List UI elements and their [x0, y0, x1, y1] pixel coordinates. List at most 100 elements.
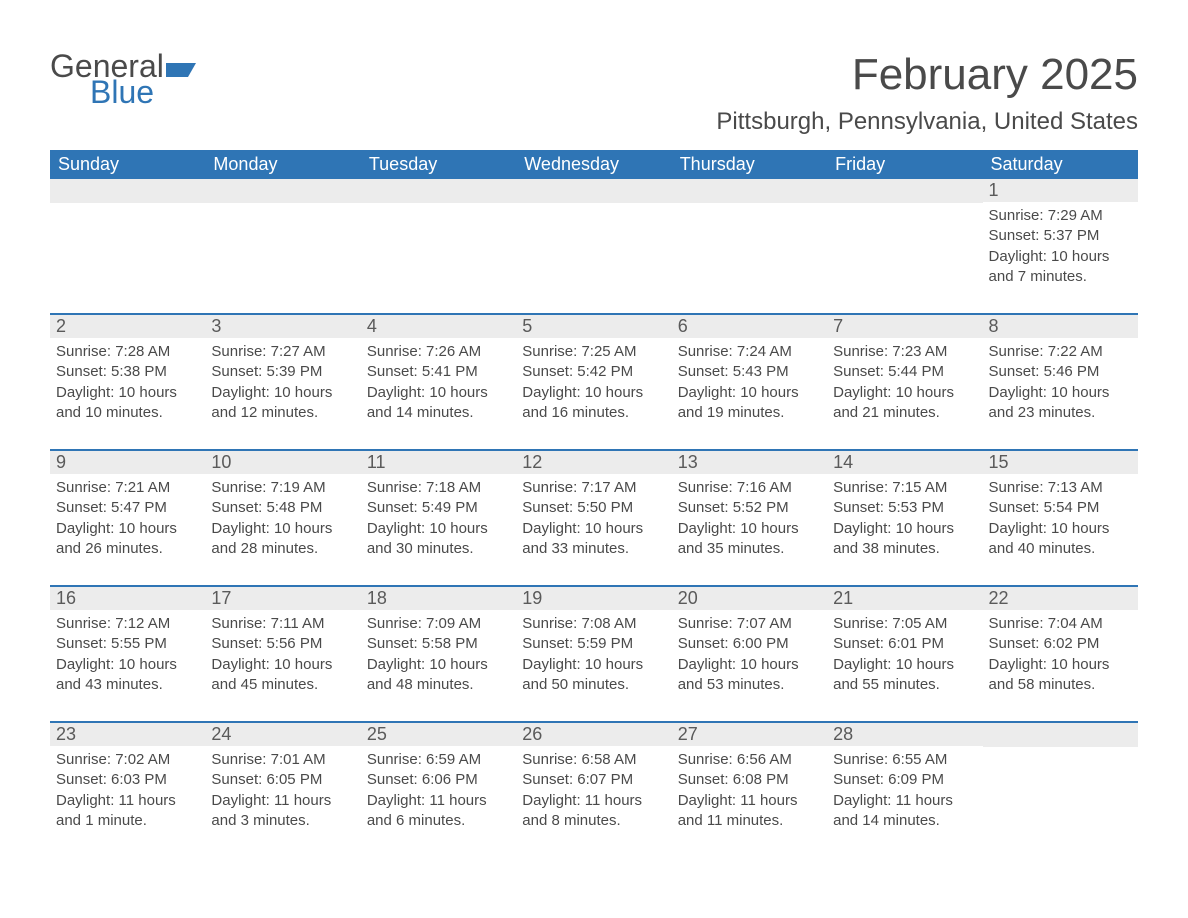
sunset-text: Sunset: 5:46 PM	[989, 362, 1132, 382]
sunrise-text: Sunrise: 7:11 AM	[211, 614, 354, 634]
sunrise-text: Sunrise: 7:09 AM	[367, 614, 510, 634]
brand-logo: General Blue	[50, 50, 196, 108]
day-content: Sunrise: 7:16 AMSunset: 5:52 PMDaylight:…	[672, 474, 827, 559]
day-cell: 20Sunrise: 7:07 AMSunset: 6:00 PMDayligh…	[672, 587, 827, 697]
day-cell: 18Sunrise: 7:09 AMSunset: 5:58 PMDayligh…	[361, 587, 516, 697]
sunset-text: Sunset: 5:52 PM	[678, 498, 821, 518]
daylight-text: Daylight: 10 hours and 23 minutes.	[989, 383, 1132, 424]
sunset-text: Sunset: 5:42 PM	[522, 362, 665, 382]
day-content: Sunrise: 6:58 AMSunset: 6:07 PMDaylight:…	[516, 746, 671, 831]
day-number: 7	[827, 315, 982, 338]
day-number: 26	[516, 723, 671, 746]
day-cell	[50, 179, 205, 289]
daylight-text: Daylight: 10 hours and 21 minutes.	[833, 383, 976, 424]
day-content: Sunrise: 7:19 AMSunset: 5:48 PMDaylight:…	[205, 474, 360, 559]
day-cell: 16Sunrise: 7:12 AMSunset: 5:55 PMDayligh…	[50, 587, 205, 697]
sunrise-text: Sunrise: 6:58 AM	[522, 750, 665, 770]
sunrise-text: Sunrise: 7:24 AM	[678, 342, 821, 362]
day-cell: 22Sunrise: 7:04 AMSunset: 6:02 PMDayligh…	[983, 587, 1138, 697]
sunrise-text: Sunrise: 7:27 AM	[211, 342, 354, 362]
empty-day-header	[361, 179, 516, 203]
day-cell: 19Sunrise: 7:08 AMSunset: 5:59 PMDayligh…	[516, 587, 671, 697]
weekday-header-row: SundayMondayTuesdayWednesdayThursdayFrid…	[50, 150, 1138, 179]
daylight-text: Daylight: 10 hours and 55 minutes.	[833, 655, 976, 696]
day-number: 13	[672, 451, 827, 474]
day-content: Sunrise: 7:29 AMSunset: 5:37 PMDaylight:…	[983, 202, 1138, 287]
sunset-text: Sunset: 6:00 PM	[678, 634, 821, 654]
daylight-text: Daylight: 10 hours and 19 minutes.	[678, 383, 821, 424]
empty-day-header	[672, 179, 827, 203]
day-number: 22	[983, 587, 1138, 610]
day-content: Sunrise: 6:55 AMSunset: 6:09 PMDaylight:…	[827, 746, 982, 831]
day-cell: 21Sunrise: 7:05 AMSunset: 6:01 PMDayligh…	[827, 587, 982, 697]
daylight-text: Daylight: 11 hours and 3 minutes.	[211, 791, 354, 832]
day-number: 2	[50, 315, 205, 338]
day-content: Sunrise: 7:23 AMSunset: 5:44 PMDaylight:…	[827, 338, 982, 423]
sunset-text: Sunset: 5:44 PM	[833, 362, 976, 382]
day-cell: 2Sunrise: 7:28 AMSunset: 5:38 PMDaylight…	[50, 315, 205, 425]
day-number: 14	[827, 451, 982, 474]
day-content: Sunrise: 7:27 AMSunset: 5:39 PMDaylight:…	[205, 338, 360, 423]
sunrise-text: Sunrise: 7:19 AM	[211, 478, 354, 498]
daylight-text: Daylight: 10 hours and 33 minutes.	[522, 519, 665, 560]
day-number: 16	[50, 587, 205, 610]
sunset-text: Sunset: 5:47 PM	[56, 498, 199, 518]
empty-day-header	[50, 179, 205, 203]
day-number: 24	[205, 723, 360, 746]
week-row: 23Sunrise: 7:02 AMSunset: 6:03 PMDayligh…	[50, 721, 1138, 833]
day-number: 27	[672, 723, 827, 746]
day-number: 5	[516, 315, 671, 338]
daylight-text: Daylight: 10 hours and 28 minutes.	[211, 519, 354, 560]
day-number: 21	[827, 587, 982, 610]
sunset-text: Sunset: 5:54 PM	[989, 498, 1132, 518]
day-content: Sunrise: 7:09 AMSunset: 5:58 PMDaylight:…	[361, 610, 516, 695]
sunset-text: Sunset: 6:08 PM	[678, 770, 821, 790]
daylight-text: Daylight: 11 hours and 11 minutes.	[678, 791, 821, 832]
sunrise-text: Sunrise: 7:18 AM	[367, 478, 510, 498]
sunrise-text: Sunrise: 7:25 AM	[522, 342, 665, 362]
day-number: 6	[672, 315, 827, 338]
sunset-text: Sunset: 5:48 PM	[211, 498, 354, 518]
daylight-text: Daylight: 10 hours and 58 minutes.	[989, 655, 1132, 696]
sunset-text: Sunset: 6:06 PM	[367, 770, 510, 790]
sunset-text: Sunset: 6:03 PM	[56, 770, 199, 790]
day-cell	[983, 723, 1138, 833]
sunset-text: Sunset: 5:41 PM	[367, 362, 510, 382]
weekday-label: Wednesday	[516, 150, 671, 179]
daylight-text: Daylight: 11 hours and 6 minutes.	[367, 791, 510, 832]
daylight-text: Daylight: 11 hours and 8 minutes.	[522, 791, 665, 832]
sunrise-text: Sunrise: 7:02 AM	[56, 750, 199, 770]
day-content: Sunrise: 7:17 AMSunset: 5:50 PMDaylight:…	[516, 474, 671, 559]
day-cell: 14Sunrise: 7:15 AMSunset: 5:53 PMDayligh…	[827, 451, 982, 561]
sunset-text: Sunset: 5:55 PM	[56, 634, 199, 654]
sunset-text: Sunset: 5:56 PM	[211, 634, 354, 654]
weekday-label: Sunday	[50, 150, 205, 179]
day-cell: 3Sunrise: 7:27 AMSunset: 5:39 PMDaylight…	[205, 315, 360, 425]
daylight-text: Daylight: 10 hours and 43 minutes.	[56, 655, 199, 696]
sunset-text: Sunset: 6:09 PM	[833, 770, 976, 790]
daylight-text: Daylight: 10 hours and 14 minutes.	[367, 383, 510, 424]
day-number: 10	[205, 451, 360, 474]
daylight-text: Daylight: 10 hours and 40 minutes.	[989, 519, 1132, 560]
sunset-text: Sunset: 5:59 PM	[522, 634, 665, 654]
day-cell	[361, 179, 516, 289]
day-cell: 13Sunrise: 7:16 AMSunset: 5:52 PMDayligh…	[672, 451, 827, 561]
day-number: 12	[516, 451, 671, 474]
day-cell: 10Sunrise: 7:19 AMSunset: 5:48 PMDayligh…	[205, 451, 360, 561]
sunset-text: Sunset: 6:01 PM	[833, 634, 976, 654]
day-number: 8	[983, 315, 1138, 338]
weekday-label: Monday	[205, 150, 360, 179]
day-cell: 23Sunrise: 7:02 AMSunset: 6:03 PMDayligh…	[50, 723, 205, 833]
day-number: 3	[205, 315, 360, 338]
weekday-label: Tuesday	[361, 150, 516, 179]
daylight-text: Daylight: 10 hours and 50 minutes.	[522, 655, 665, 696]
sunset-text: Sunset: 5:58 PM	[367, 634, 510, 654]
day-cell: 11Sunrise: 7:18 AMSunset: 5:49 PMDayligh…	[361, 451, 516, 561]
sunrise-text: Sunrise: 6:59 AM	[367, 750, 510, 770]
day-cell: 28Sunrise: 6:55 AMSunset: 6:09 PMDayligh…	[827, 723, 982, 833]
calendar: SundayMondayTuesdayWednesdayThursdayFrid…	[50, 150, 1138, 833]
sunset-text: Sunset: 5:50 PM	[522, 498, 665, 518]
weekday-label: Thursday	[672, 150, 827, 179]
day-content: Sunrise: 7:15 AMSunset: 5:53 PMDaylight:…	[827, 474, 982, 559]
day-content: Sunrise: 7:25 AMSunset: 5:42 PMDaylight:…	[516, 338, 671, 423]
